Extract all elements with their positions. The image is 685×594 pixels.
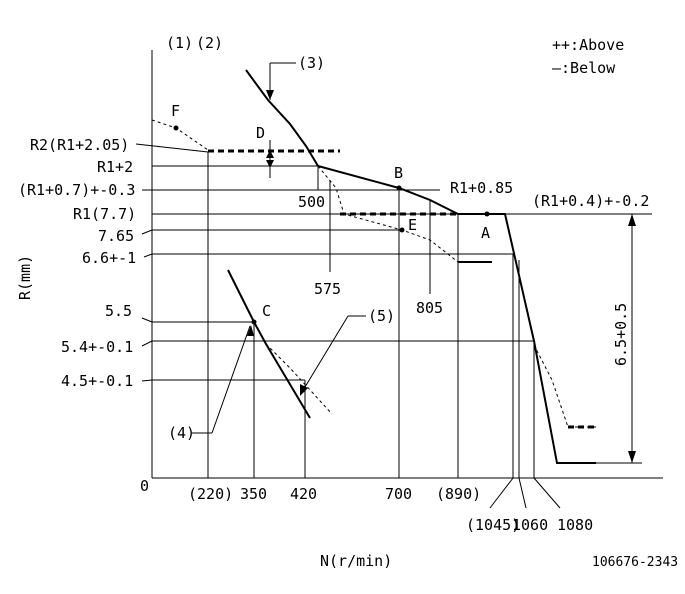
- x-tick-220: (220): [188, 485, 233, 503]
- curve-idle-below: [227, 269, 311, 419]
- leader-45-tick: [141, 379, 153, 382]
- x-tick-350: 350: [240, 485, 267, 503]
- callout-4: (4): [168, 424, 195, 442]
- header-label-2: (2): [196, 34, 223, 52]
- x-tick-890: (890): [436, 485, 481, 503]
- origin-label: 0: [140, 477, 149, 495]
- curve-above-f: [317, 165, 459, 263]
- stroke-span-label: 6.5+0.5: [612, 303, 630, 366]
- stroke-span-arrow-top: [628, 214, 636, 226]
- stroke-span-arrow-bottom: [628, 451, 636, 463]
- x-axis-title: N(r/min): [320, 552, 392, 570]
- leader-55-tick: [141, 317, 153, 323]
- point-d: D: [256, 124, 265, 142]
- y-tick-r1-plus-2: R1+2: [97, 158, 133, 176]
- y-tick-66: 6.6+-1: [82, 249, 136, 267]
- point-f: E: [408, 216, 417, 234]
- y-tick-54: 5.4+-0.1: [61, 338, 133, 356]
- leader-765-tick: [141, 229, 153, 235]
- point-c-dot: [251, 319, 257, 325]
- leader-54-tick: [141, 340, 153, 347]
- d-arrow-up: [266, 150, 274, 158]
- point-e: F: [171, 102, 180, 120]
- x-tick-1045: (1045): [466, 516, 520, 534]
- y-tick-r2: R2(R1+2.05): [30, 136, 129, 154]
- callout-5: (5): [368, 307, 395, 325]
- x-tick-700: 700: [385, 485, 412, 503]
- b-right-label: R1+0.85: [450, 179, 513, 197]
- d-arrow-down: [266, 160, 274, 168]
- callout-3-arrow: [266, 90, 274, 100]
- point-a: A: [481, 224, 490, 242]
- x-tick-1060: 1060: [512, 516, 548, 534]
- point-c: C: [262, 302, 271, 320]
- callout-4-leader: [211, 325, 251, 434]
- x-tick-1080: 1080: [557, 516, 593, 534]
- curve-below-main: [317, 165, 596, 464]
- point-f-dot: [399, 227, 405, 233]
- callout-4-arrow: [247, 325, 254, 336]
- leader-66-tick: [143, 253, 153, 258]
- leader-r2: [135, 143, 209, 153]
- point-e-dot: [173, 125, 179, 131]
- y-tick-765: 7.65: [98, 227, 134, 245]
- label-500: 500: [298, 193, 325, 211]
- point-b-dot: [396, 185, 402, 191]
- y-tick-55: 5.5: [105, 302, 132, 320]
- a-right-label: (R1+0.4)+-0.2: [532, 192, 649, 210]
- drawing-number: 106676-2343: [592, 555, 678, 570]
- curve-idle-above: [265, 343, 333, 415]
- x-tick-420: 420: [290, 485, 317, 503]
- legend-below: —:Below: [552, 59, 616, 77]
- guide-1045-slant: [489, 477, 514, 509]
- y-axis-title: R(mm): [16, 255, 34, 300]
- curve-top-segment: [245, 69, 319, 167]
- callout-3: (3): [298, 54, 325, 72]
- legend-above: ++:Above: [552, 36, 624, 54]
- guide-1080-slant: [533, 477, 561, 509]
- y-tick-r1-plus-07: (R1+0.7)+-0.3: [18, 181, 135, 199]
- y-tick-45: 4.5+-0.1: [61, 372, 133, 390]
- curve-above-e: [151, 119, 209, 151]
- callout-5-arrow: [300, 384, 308, 396]
- point-b: B: [394, 164, 403, 182]
- label-575: 575: [314, 280, 341, 298]
- y-tick-r1: R1(7.7): [73, 205, 136, 223]
- point-a-dot: [484, 211, 490, 217]
- label-805: 805: [416, 299, 443, 317]
- header-label-1: (1): [166, 34, 193, 52]
- callout-5-leader: [301, 315, 349, 393]
- guide-1060-slant: [518, 477, 527, 509]
